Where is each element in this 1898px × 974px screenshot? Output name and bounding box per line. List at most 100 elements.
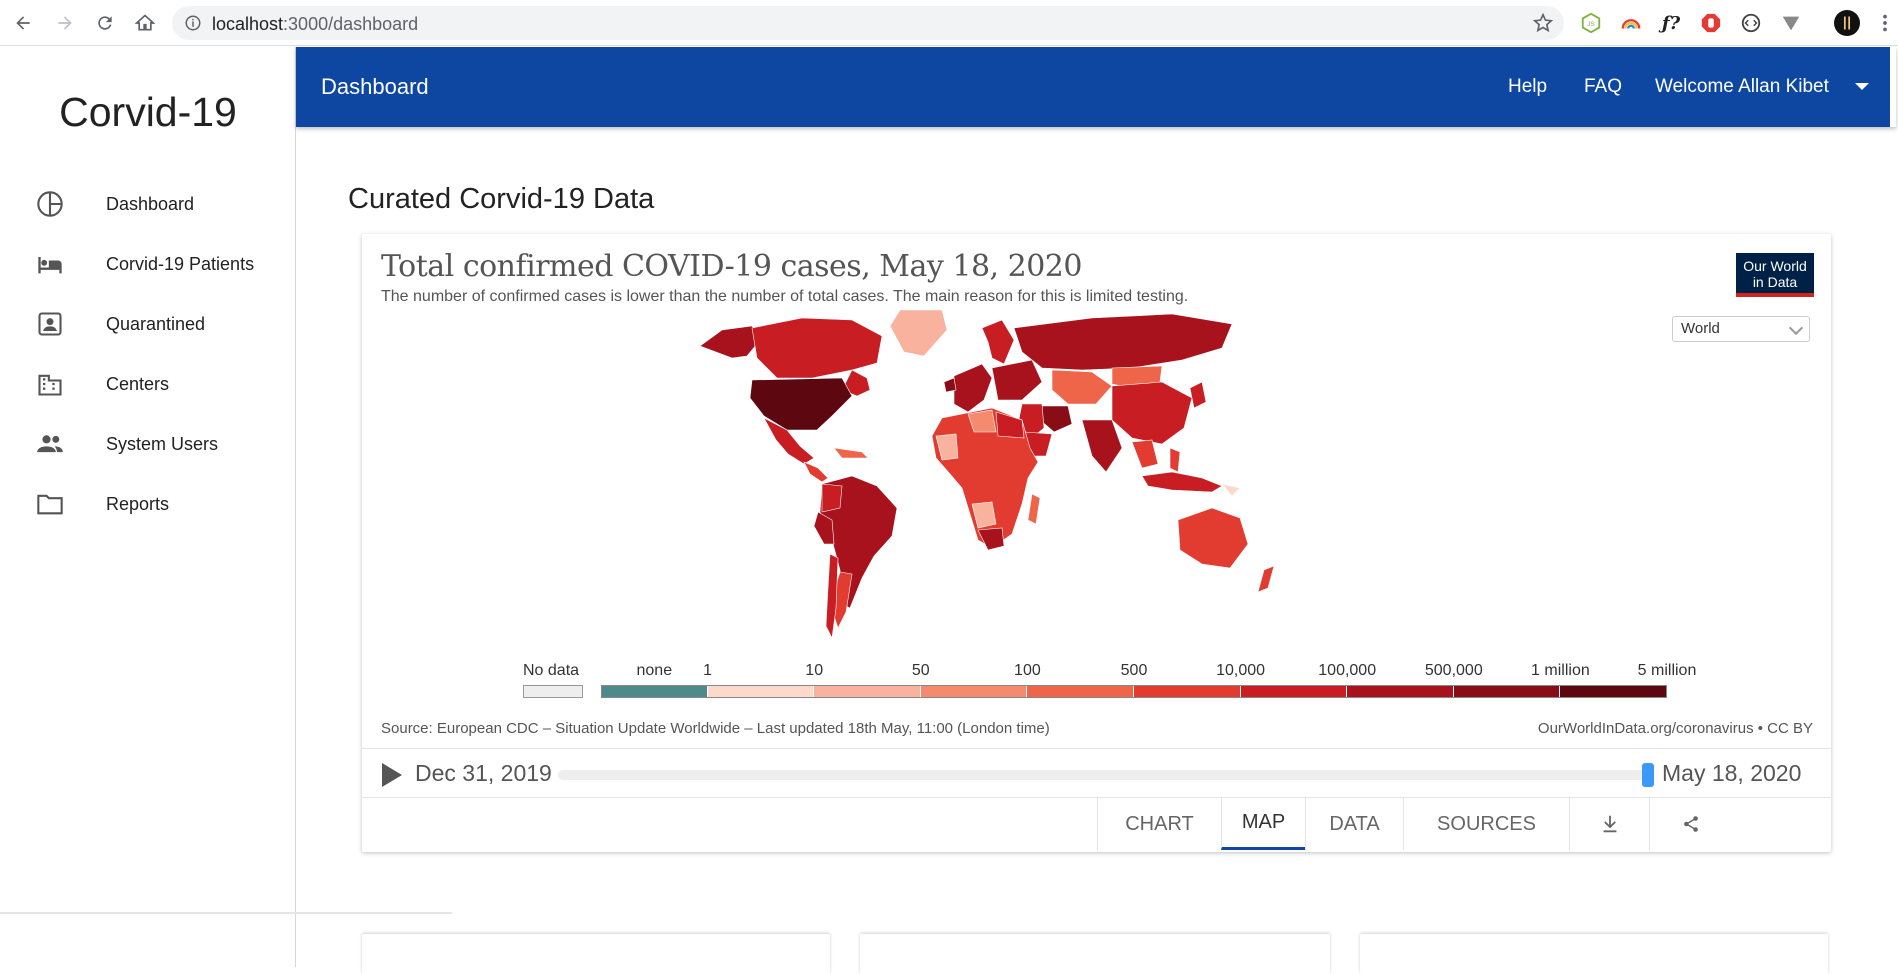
download-icon — [1603, 815, 1616, 833]
map-china — [1111, 381, 1193, 445]
download-button[interactable] — [1569, 798, 1649, 850]
vuetify-extension-icon[interactable] — [1778, 10, 1804, 36]
legend-swatch — [1560, 685, 1667, 698]
share-button[interactable] — [1649, 798, 1731, 850]
bookmark-star-icon[interactable] — [1532, 12, 1554, 34]
legend-label: 1 — [703, 662, 713, 679]
timeline-handle[interactable] — [1642, 763, 1654, 787]
sidebar-item-label: Centers — [106, 373, 170, 394]
sidebar-item-centers[interactable]: Centers — [0, 359, 296, 409]
tab-data[interactable]: DATA — [1305, 798, 1403, 850]
map-western-europe — [953, 363, 993, 413]
share-icon — [1683, 816, 1698, 832]
sidebar-item-quarantined[interactable]: Quarantined — [0, 299, 296, 349]
legend-swatch — [707, 685, 815, 698]
chevron-down-icon — [1788, 320, 1804, 336]
legend-label: 10,000 — [1216, 662, 1266, 679]
map-legend: No data none 1 10 50 100 500 10,000 100,000 500,… — [362, 662, 1831, 712]
legend-label: 100 — [1014, 662, 1041, 679]
map-iran — [1039, 405, 1073, 433]
back-icon[interactable] — [8, 8, 38, 38]
map-mexico — [763, 417, 815, 465]
sidebar-item-label: Quarantined — [106, 313, 206, 334]
region-select[interactable]: World — [1672, 316, 1810, 342]
owid-chart-card: Total confirmed COVID-19 cases, May 18, … — [362, 234, 1831, 852]
menu-kebab-icon[interactable] — [1872, 10, 1898, 36]
map-libya — [967, 409, 997, 433]
home-icon[interactable] — [130, 8, 160, 38]
chart-title: Total confirmed COVID-19 cases, May 18, … — [381, 249, 1082, 284]
map-australia — [1177, 507, 1249, 569]
people-icon — [36, 430, 64, 458]
dev-extension-icon[interactable] — [1738, 10, 1764, 36]
address-bar[interactable]: localhost:3000/dashboard — [172, 6, 1564, 40]
brand-title: Corvid-19 — [59, 89, 237, 135]
legend-swatch — [920, 685, 1028, 698]
rainbow-extension-icon[interactable] — [1618, 10, 1644, 36]
map-india — [1081, 419, 1123, 473]
user-menu-caret-icon[interactable] — [1855, 83, 1869, 90]
legend-label: 10 — [805, 662, 824, 679]
tab-sources[interactable]: SOURCES — [1403, 798, 1569, 850]
chart-tabs: CHART MAP DATA SOURCES — [362, 798, 1831, 850]
map-usa — [749, 377, 853, 431]
faq-link[interactable]: FAQ — [1584, 76, 1623, 97]
world-map[interactable] — [692, 308, 1432, 654]
user-menu[interactable]: Welcome Allan Kibet — [1655, 76, 1829, 97]
sidebar-item-label: Dashboard — [106, 193, 195, 214]
sidebar-item-reports[interactable]: Reports — [0, 479, 296, 529]
legend-swatch — [1453, 685, 1561, 698]
tab-map[interactable]: MAP — [1221, 798, 1305, 850]
font-extension-icon[interactable]: ƒ? — [1661, 12, 1681, 34]
bed-icon — [36, 250, 64, 278]
map-peru — [813, 511, 835, 545]
map-kazakhstan — [1051, 369, 1113, 405]
map-angola — [971, 501, 997, 529]
chart-credit[interactable]: OurWorldInData.org/coronavirus • CC BY — [1537, 720, 1813, 737]
legend-swatch — [814, 685, 921, 698]
map-madagascar — [1027, 493, 1041, 525]
map-canada — [751, 317, 883, 379]
map-greenland — [889, 309, 948, 357]
map-west-africa — [935, 433, 959, 461]
building-icon — [36, 370, 64, 398]
legend-nodata-swatch — [523, 685, 583, 698]
tab-chart[interactable]: CHART — [1097, 798, 1221, 850]
legend-label: 500 — [1120, 662, 1148, 679]
legend-swatch — [1027, 685, 1134, 698]
reload-icon[interactable] — [90, 8, 120, 38]
stat-card — [860, 934, 1330, 974]
timeline-start-label: Dec 31, 2019 — [415, 760, 552, 786]
help-link[interactable]: Help — [1508, 76, 1548, 97]
page-title: Dashboard — [321, 74, 429, 99]
section-title: Curated Corvid-19 Data — [348, 183, 655, 215]
profile-avatar-icon[interactable] — [1834, 10, 1860, 36]
legend-label: 100,000 — [1318, 662, 1377, 679]
play-icon[interactable] — [382, 763, 402, 787]
owid-logo[interactable]: Our World in Data — [1736, 253, 1814, 297]
sidebar-item-label: Corvid-19 Patients — [106, 253, 255, 274]
timeline-slider[interactable] — [558, 763, 1654, 787]
bottom-divider — [0, 912, 452, 914]
chart-subtitle: The number of confirmed cases is lower t… — [381, 288, 1189, 305]
info-icon[interactable] — [184, 14, 202, 32]
sidebar-item-label: System Users — [106, 433, 219, 454]
logo-line2: in Data — [1752, 274, 1798, 290]
folder-icon — [36, 490, 64, 518]
map-south-africa — [977, 527, 1005, 551]
legend-label: 1 million — [1531, 662, 1590, 679]
map-russia — [1013, 313, 1233, 371]
node-extension-icon[interactable]: JS — [1578, 10, 1604, 36]
forward-icon[interactable] — [50, 8, 80, 38]
legend-label: none — [636, 662, 673, 679]
sidebar-item-system-users[interactable]: System Users — [0, 419, 296, 469]
timeline: Dec 31, 2019 May 18, 2020 — [362, 748, 1831, 798]
sidebar-item-dashboard[interactable]: Dashboard — [0, 179, 296, 229]
adblock-extension-icon[interactable] — [1698, 10, 1724, 36]
sidebar-item-patients[interactable]: Corvid-19 Patients — [0, 239, 296, 289]
contact-icon — [36, 310, 64, 338]
timeline-fill — [558, 770, 1648, 780]
legend-swatch — [1347, 685, 1454, 698]
pie-chart-icon — [36, 190, 64, 218]
stat-card — [362, 934, 830, 974]
